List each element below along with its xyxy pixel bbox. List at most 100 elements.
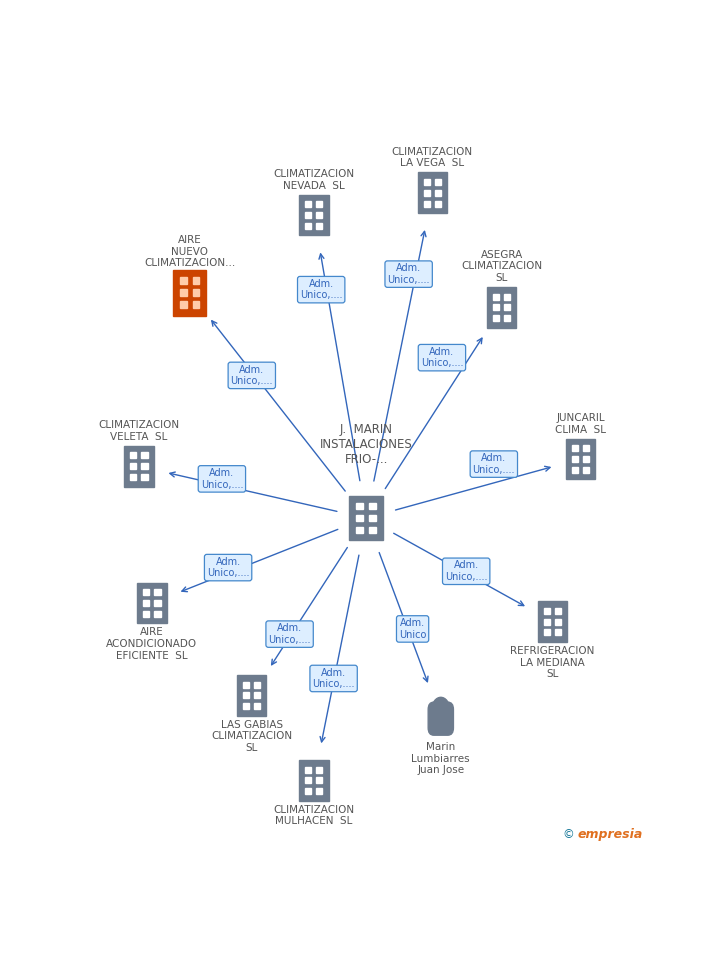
FancyBboxPatch shape <box>180 289 187 296</box>
FancyBboxPatch shape <box>349 496 383 540</box>
FancyBboxPatch shape <box>254 682 261 687</box>
Text: Adm.
Unico,....: Adm. Unico,.... <box>387 263 430 285</box>
FancyBboxPatch shape <box>180 277 187 284</box>
FancyBboxPatch shape <box>305 223 312 228</box>
FancyBboxPatch shape <box>299 195 328 235</box>
FancyBboxPatch shape <box>566 439 596 479</box>
FancyBboxPatch shape <box>243 692 249 699</box>
FancyBboxPatch shape <box>555 630 561 636</box>
FancyBboxPatch shape <box>357 515 363 521</box>
FancyBboxPatch shape <box>555 618 561 625</box>
FancyBboxPatch shape <box>369 515 376 521</box>
FancyBboxPatch shape <box>141 464 148 469</box>
FancyBboxPatch shape <box>130 452 136 459</box>
Text: CLIMATIZACION
VELETA  SL: CLIMATIZACION VELETA SL <box>98 420 180 442</box>
Text: Adm.
Unico,....: Adm. Unico,.... <box>312 667 355 689</box>
FancyBboxPatch shape <box>254 692 261 699</box>
FancyBboxPatch shape <box>544 630 550 636</box>
FancyBboxPatch shape <box>243 682 249 687</box>
FancyBboxPatch shape <box>357 527 363 533</box>
FancyBboxPatch shape <box>243 704 249 709</box>
Text: AIRE
ACONDICIONADO
EFICIENTE  SL: AIRE ACONDICIONADO EFICIENTE SL <box>106 628 197 660</box>
Text: empresia: empresia <box>577 828 643 841</box>
Text: CLIMATIZACION
MULHACEN  SL: CLIMATIZACION MULHACEN SL <box>273 804 355 827</box>
FancyBboxPatch shape <box>317 202 323 207</box>
FancyBboxPatch shape <box>192 289 199 296</box>
FancyBboxPatch shape <box>572 467 578 472</box>
FancyBboxPatch shape <box>493 294 499 300</box>
Text: Adm.
Unico,....: Adm. Unico,.... <box>421 347 463 369</box>
FancyBboxPatch shape <box>369 527 376 533</box>
Text: Adm.
Unico,....: Adm. Unico,.... <box>207 557 250 578</box>
FancyBboxPatch shape <box>192 277 199 284</box>
FancyBboxPatch shape <box>505 315 510 322</box>
FancyBboxPatch shape <box>544 618 550 625</box>
FancyBboxPatch shape <box>555 608 561 613</box>
Text: Adm.
Unico,....: Adm. Unico,.... <box>269 623 311 645</box>
FancyBboxPatch shape <box>305 767 312 773</box>
FancyBboxPatch shape <box>138 583 167 623</box>
FancyBboxPatch shape <box>317 767 323 773</box>
Text: Adm.
Unico: Adm. Unico <box>399 618 427 639</box>
Text: J.  MARIN
INSTALACIONES
FRIO-...: J. MARIN INSTALACIONES FRIO-... <box>320 423 413 467</box>
FancyBboxPatch shape <box>124 446 154 487</box>
Text: Adm.
Unico,....: Adm. Unico,.... <box>300 278 342 300</box>
FancyBboxPatch shape <box>538 601 567 642</box>
FancyBboxPatch shape <box>369 503 376 510</box>
FancyBboxPatch shape <box>173 270 206 316</box>
Text: REFRIGERACION
LA MEDIANA
SL: REFRIGERACION LA MEDIANA SL <box>510 646 595 679</box>
FancyBboxPatch shape <box>299 760 328 801</box>
FancyBboxPatch shape <box>583 445 590 451</box>
FancyBboxPatch shape <box>254 704 261 709</box>
FancyBboxPatch shape <box>192 301 199 308</box>
FancyBboxPatch shape <box>237 675 266 716</box>
FancyBboxPatch shape <box>305 788 312 794</box>
FancyBboxPatch shape <box>130 474 136 480</box>
FancyBboxPatch shape <box>487 287 516 327</box>
FancyBboxPatch shape <box>317 212 323 218</box>
FancyBboxPatch shape <box>435 179 441 185</box>
FancyBboxPatch shape <box>583 456 590 462</box>
FancyBboxPatch shape <box>493 304 499 310</box>
FancyBboxPatch shape <box>154 589 161 595</box>
FancyBboxPatch shape <box>435 190 441 196</box>
Text: Marin
Lumbiarres
Juan Jose: Marin Lumbiarres Juan Jose <box>411 742 470 776</box>
FancyBboxPatch shape <box>424 190 430 196</box>
Text: LAS GABIAS
CLIMATIZACION
SL: LAS GABIAS CLIMATIZACION SL <box>211 720 293 753</box>
FancyBboxPatch shape <box>317 788 323 794</box>
FancyBboxPatch shape <box>141 452 148 459</box>
FancyBboxPatch shape <box>505 304 510 310</box>
Text: Adm.
Unico,....: Adm. Unico,.... <box>445 561 488 582</box>
FancyBboxPatch shape <box>357 503 363 510</box>
Text: CLIMATIZACION
LA VEGA  SL: CLIMATIZACION LA VEGA SL <box>392 147 473 168</box>
Text: Adm.
Unico,....: Adm. Unico,.... <box>231 365 273 386</box>
Text: Adm.
Unico,....: Adm. Unico,.... <box>201 468 243 490</box>
FancyBboxPatch shape <box>180 301 187 308</box>
FancyBboxPatch shape <box>305 212 312 218</box>
Text: Adm.
Unico,....: Adm. Unico,.... <box>472 453 515 475</box>
FancyBboxPatch shape <box>572 445 578 451</box>
FancyBboxPatch shape <box>424 179 430 185</box>
FancyBboxPatch shape <box>424 201 430 206</box>
FancyBboxPatch shape <box>305 202 312 207</box>
FancyBboxPatch shape <box>428 702 454 735</box>
FancyBboxPatch shape <box>154 611 161 617</box>
FancyBboxPatch shape <box>583 467 590 472</box>
FancyBboxPatch shape <box>572 456 578 462</box>
FancyBboxPatch shape <box>143 600 149 606</box>
Text: CLIMATIZACION
NEVADA  SL: CLIMATIZACION NEVADA SL <box>273 169 355 191</box>
FancyBboxPatch shape <box>141 474 148 480</box>
FancyBboxPatch shape <box>154 600 161 606</box>
FancyBboxPatch shape <box>418 173 447 213</box>
FancyBboxPatch shape <box>505 294 510 300</box>
Text: JUNCARIL
CLIMA  SL: JUNCARIL CLIMA SL <box>555 413 606 435</box>
Text: ASEGRA
CLIMATIZACION
SL: ASEGRA CLIMATIZACION SL <box>461 250 542 283</box>
FancyBboxPatch shape <box>143 589 149 595</box>
Circle shape <box>432 697 449 720</box>
Text: ©: © <box>562 828 574 841</box>
FancyBboxPatch shape <box>130 464 136 469</box>
FancyBboxPatch shape <box>493 315 499 322</box>
FancyBboxPatch shape <box>143 611 149 617</box>
FancyBboxPatch shape <box>435 201 441 206</box>
FancyBboxPatch shape <box>317 778 323 783</box>
